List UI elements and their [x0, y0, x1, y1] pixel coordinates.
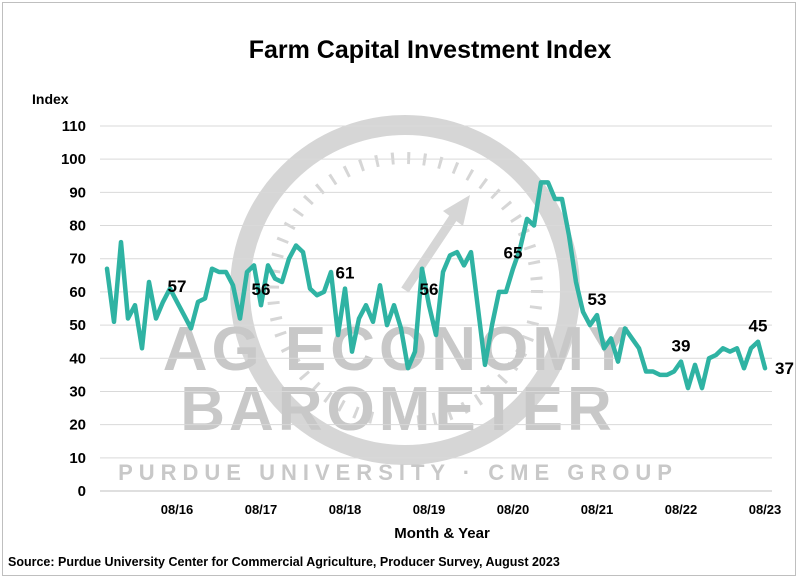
source-note: Source: Purdue University Center for Com… [8, 555, 560, 569]
series-line [104, 180, 768, 391]
watermark-line3: PURDUE UNIVERSITY · CME GROUP [118, 460, 678, 485]
x-tick-label: 08/22 [665, 502, 698, 517]
y-tick-label: 40 [69, 350, 86, 367]
x-tick-label: 08/17 [245, 502, 278, 517]
x-tick-label: 08/20 [497, 502, 530, 517]
y-tick-label: 70 [69, 251, 86, 268]
data-label: 45 [749, 317, 768, 336]
x-axis-label: Month & Year [394, 525, 490, 542]
series-index [104, 180, 768, 391]
y-tick-label: 20 [69, 417, 86, 434]
y-tick-label: 10 [69, 450, 86, 467]
data-label: 39 [672, 337, 691, 356]
data-label: 53 [588, 290, 607, 309]
x-tick-labels: 08/16 08/17 08/18 08/19 08/20 08/21 08/22 08/23 [161, 502, 782, 517]
y-tick-label: 110 [62, 118, 86, 135]
data-label: 65 [504, 244, 523, 263]
data-label: 61 [336, 264, 355, 283]
y-tick-labels: 0 10 20 30 40 50 60 70 80 90 100 110 [61, 118, 86, 500]
data-label: 57 [168, 277, 187, 296]
watermark-dial-ticks [267, 152, 543, 428]
x-tick-label: 08/18 [329, 502, 362, 517]
watermark-needle [401, 212, 459, 293]
y-tick-label: 30 [69, 383, 86, 400]
chart-title: Farm Capital Investment Index [249, 36, 612, 64]
watermark: AG ECONOMY BAROMETER PURDUE UNIVERSITY ·… [118, 115, 678, 485]
data-label: 56 [252, 280, 271, 299]
data-label: 56 [420, 280, 439, 299]
data-label: 37 [775, 359, 794, 378]
gridlines [100, 125, 772, 492]
y-tick-label: 50 [69, 317, 86, 334]
x-tick-label: 08/21 [581, 502, 614, 517]
data-labels: 57 56 61 56 65 53 39 45 37 [168, 244, 794, 379]
y-tick-label: 80 [69, 218, 86, 235]
y-tick-label: 60 [69, 284, 86, 301]
x-tick-label: 08/16 [161, 502, 194, 517]
y-tick-label: 90 [69, 184, 86, 201]
watermark-dial-ring [230, 115, 580, 465]
watermark-line1: AG ECONOMY [163, 315, 634, 384]
watermark-needle-head [443, 195, 470, 226]
y-tick-label: 0 [78, 483, 86, 500]
x-tick-label: 08/23 [749, 502, 782, 517]
x-tick-label: 08/19 [413, 502, 446, 517]
watermark-line2: BAROMETER [180, 375, 616, 444]
y-tick-label: 100 [61, 151, 86, 168]
y-axis-label: Index [32, 91, 69, 107]
